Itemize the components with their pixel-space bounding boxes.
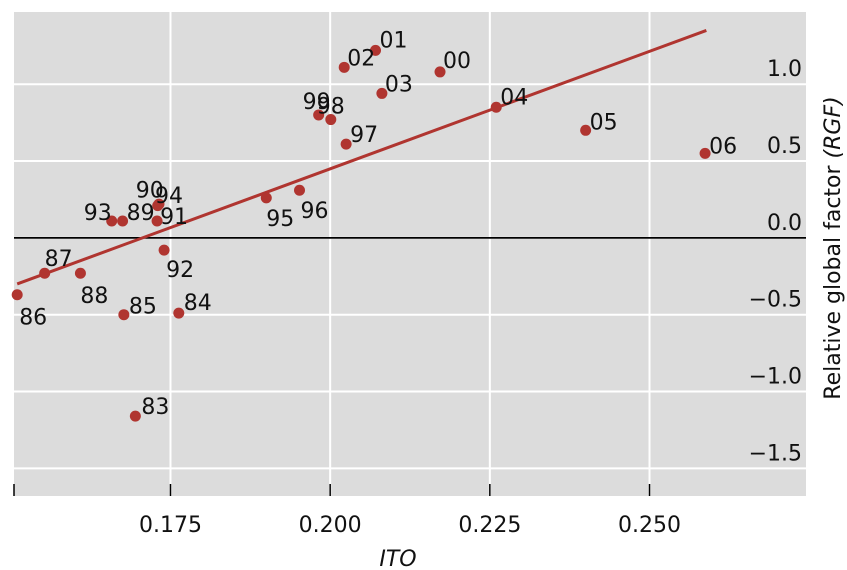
x-tick-label-2: 0.225: [458, 513, 521, 538]
data-point-93: [106, 215, 118, 227]
data-point-03: [376, 87, 388, 99]
point-label-94: 94: [155, 184, 183, 209]
y-axis-title-text: Relative global factor: [821, 158, 846, 399]
point-label-93: 93: [84, 201, 112, 226]
data-point-04: [490, 101, 502, 113]
data-point-02: [338, 61, 350, 73]
y-tick-label-1: 0.5: [767, 134, 802, 159]
y-tick-label-3: −0.5: [749, 288, 802, 313]
data-point-97: [340, 138, 352, 150]
x-axis-ticks: 0.175 0.200 0.225 0.250: [13, 484, 681, 538]
point-label-06: 06: [709, 134, 737, 159]
data-point-01: [370, 44, 382, 56]
data-point-89: [117, 215, 129, 227]
y-tick-label-2: 0.0: [767, 211, 802, 236]
y-tick-label-4: −1.0: [749, 365, 802, 390]
y-tick-label-0: 1.0: [767, 57, 802, 82]
x-tick-label-1: 0.200: [299, 513, 362, 538]
point-label-85: 85: [129, 295, 157, 320]
plot-background: [14, 12, 806, 496]
data-point-95: [260, 192, 272, 204]
data-point-85: [118, 309, 130, 321]
data-point-88: [74, 267, 86, 279]
data-point-83: [129, 410, 141, 422]
x-tick-label-0: 0.175: [139, 513, 202, 538]
data-point-96: [294, 184, 306, 196]
y-tick-label-5: −1.5: [749, 441, 802, 466]
point-label-87: 87: [45, 247, 73, 272]
point-label-91: 91: [160, 205, 188, 230]
point-label-99: 99: [303, 90, 331, 115]
point-label-01: 01: [380, 28, 408, 53]
point-label-96: 96: [301, 199, 329, 224]
data-point-91: [151, 215, 163, 227]
point-label-03: 03: [385, 72, 413, 97]
data-point-00: [434, 66, 446, 78]
data-point-84: [173, 307, 185, 319]
point-label-98: 98: [317, 95, 345, 120]
data-point-06: [699, 147, 711, 159]
point-label-90: 90: [136, 179, 164, 204]
point-label-02: 02: [347, 46, 375, 71]
point-label-88: 88: [80, 284, 108, 309]
point-label-83: 83: [141, 395, 169, 420]
y-axis-title-variable: (RGF): [821, 96, 846, 158]
point-label-05: 05: [590, 110, 618, 135]
point-label-89: 89: [127, 201, 155, 226]
y-axis-title: Relative global factor (RGF): [821, 96, 846, 399]
point-label-84: 84: [184, 291, 212, 316]
x-axis-title: ITO: [379, 547, 416, 570]
data-point-98: [325, 114, 337, 126]
data-point-87: [39, 267, 51, 279]
point-label-95: 95: [266, 207, 294, 232]
data-point-94: [153, 198, 165, 210]
data-point-92: [158, 244, 170, 256]
data-point-99: [313, 109, 325, 121]
trend-line: [16, 29, 707, 286]
data-points: [11, 44, 711, 422]
x-tick-label-3: 0.250: [618, 513, 681, 538]
data-point-86: [11, 289, 23, 301]
data-point-05: [580, 124, 592, 136]
point-label-97: 97: [350, 123, 378, 148]
point-label-86: 86: [19, 306, 47, 331]
point-label-00: 00: [443, 49, 471, 74]
point-label-92: 92: [166, 258, 194, 283]
y-axis-ticks: 1.0 0.5 0.0 −0.5 −1.0 −1.5: [749, 57, 802, 466]
point-label-04: 04: [500, 85, 528, 110]
